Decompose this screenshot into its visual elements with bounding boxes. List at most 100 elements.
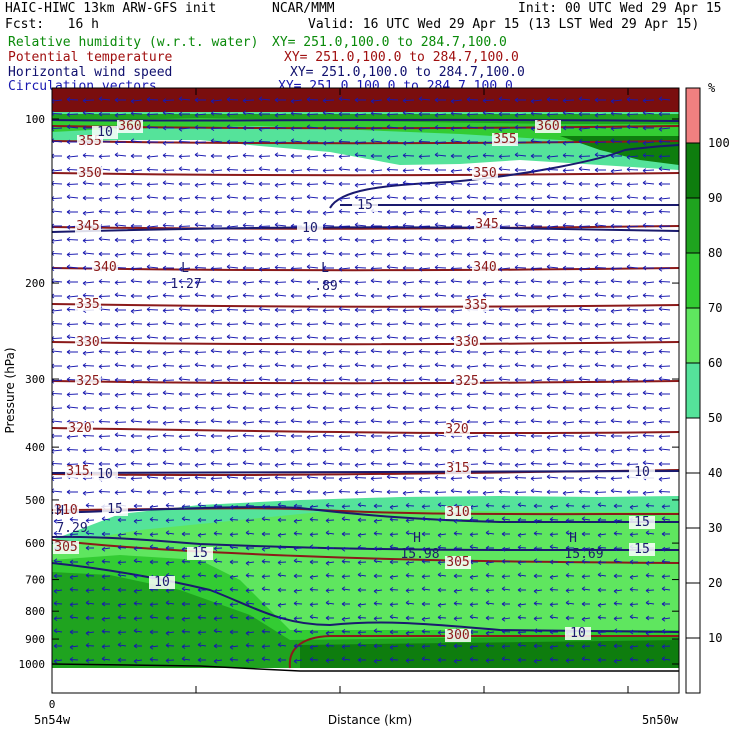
circulation-vector — [258, 434, 271, 439]
circulation-vector — [245, 615, 254, 621]
circulation-vector — [501, 504, 511, 509]
circulation-vector — [405, 518, 415, 523]
circulation-vector — [546, 474, 559, 480]
circulation-vector — [469, 587, 479, 592]
circulation-vector — [370, 476, 383, 481]
circulation-vector — [258, 364, 271, 369]
circulation-vector — [514, 222, 527, 228]
circulation-vector — [133, 643, 142, 649]
circulation-vector — [133, 573, 142, 579]
circulation-vector — [85, 600, 95, 606]
circulation-vector — [578, 349, 591, 354]
circulation-vector — [210, 336, 223, 341]
circulation-vector — [626, 139, 638, 145]
circulation-vector — [210, 98, 223, 104]
circulation-vector — [226, 209, 238, 215]
circulation-vector — [146, 182, 159, 187]
circulation-vector — [645, 600, 655, 606]
circulation-vector — [482, 378, 495, 383]
circulation-vector — [389, 657, 399, 662]
circulation-vector — [229, 629, 238, 635]
circulation-vector — [514, 152, 527, 158]
circulation-vector — [117, 615, 127, 620]
circulation-vector — [418, 209, 431, 214]
circulation-vector — [261, 586, 271, 592]
circulation-vector — [130, 433, 142, 439]
circulation-vector — [658, 166, 671, 172]
circulation-vector — [613, 658, 623, 664]
circulation-vector — [546, 419, 558, 425]
circulation-vector — [66, 97, 79, 102]
circulation-vector — [162, 223, 175, 228]
circulation-vector — [258, 139, 271, 144]
theta-contour-label: 305 — [54, 540, 77, 555]
circulation-vector — [546, 194, 559, 200]
circulation-vector — [613, 601, 623, 606]
circulation-vector — [626, 97, 639, 102]
y-tick-label: 1000 — [19, 658, 46, 671]
circulation-vector — [261, 516, 271, 522]
circulation-vector — [418, 376, 431, 382]
circulation-vector — [453, 616, 463, 621]
y-tick-label: 100 — [25, 113, 45, 126]
wind-speed-label: 10 — [302, 221, 318, 236]
circulation-vector — [210, 418, 223, 424]
circulation-vector — [549, 614, 559, 620]
circulation-vector — [434, 237, 446, 243]
circulation-vector — [418, 461, 430, 467]
circulation-vector — [309, 532, 319, 537]
circulation-vector — [66, 294, 79, 300]
circulation-vector — [402, 433, 415, 438]
circulation-vector — [325, 545, 334, 551]
circulation-vector — [514, 447, 526, 453]
circulation-vector — [258, 279, 271, 284]
circulation-vector — [578, 391, 590, 397]
circulation-vector — [370, 461, 383, 466]
circulation-vector — [562, 490, 575, 496]
circulation-vector — [578, 209, 591, 214]
circulation-vector — [501, 656, 511, 662]
circulation-vector — [466, 404, 479, 410]
circulation-vector — [162, 98, 175, 103]
circulation-vector — [498, 321, 510, 327]
circulation-vector — [229, 574, 239, 580]
circulation-vector — [482, 460, 495, 466]
circulation-vector — [402, 153, 415, 158]
circulation-vector — [98, 406, 111, 412]
circulation-vector — [581, 559, 591, 564]
circulation-vector — [501, 531, 510, 537]
circulation-vector — [85, 560, 95, 566]
circulation-vector — [165, 560, 175, 566]
circulation-vector — [210, 433, 222, 439]
circulation-vector — [466, 194, 479, 200]
theta-contour-label-bg — [53, 541, 79, 554]
circulation-vector — [386, 377, 399, 382]
circulation-vector — [322, 180, 335, 186]
circulation-vector — [389, 602, 399, 607]
circulation-vector — [642, 405, 654, 411]
circulation-vector — [197, 532, 207, 538]
circulation-vector — [306, 474, 319, 480]
circulation-vector — [194, 447, 206, 453]
circulation-vector — [421, 656, 431, 662]
circulation-vector — [322, 168, 335, 173]
circulation-vector — [357, 642, 367, 648]
circulation-vector — [658, 376, 671, 382]
circulation-vector — [450, 418, 463, 424]
circulation-vector — [341, 601, 350, 607]
circulation-vector — [530, 238, 543, 244]
circulation-vector — [578, 196, 591, 202]
circulation-vector — [645, 615, 654, 621]
circulation-vector — [562, 363, 575, 368]
circulation-vector — [498, 251, 510, 257]
y-tick-label: 400 — [25, 441, 45, 454]
circulation-vector — [530, 336, 543, 341]
circulation-vector — [338, 236, 351, 242]
plot-area — [52, 88, 679, 693]
circulation-vector — [226, 392, 239, 397]
circulation-vector — [562, 433, 575, 438]
circulation-vector — [242, 335, 254, 341]
circulation-vector — [578, 224, 591, 229]
circulation-vector — [242, 320, 255, 326]
